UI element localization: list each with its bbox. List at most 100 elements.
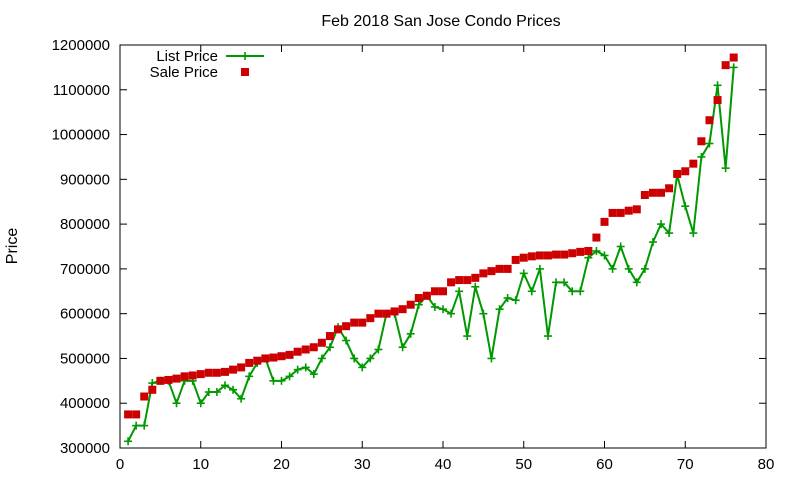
list-price-point [584, 253, 593, 262]
sale-price-point [220, 367, 229, 376]
sale-price-point [382, 309, 391, 318]
list-price-point [487, 354, 496, 363]
list-price-point [140, 421, 149, 430]
list-price-point [277, 376, 286, 385]
list-price-point [568, 287, 577, 296]
sale-price-point [632, 205, 641, 214]
list-price-point [132, 421, 141, 430]
sale-price-point [309, 343, 318, 352]
sale-price-point [180, 372, 189, 381]
sale-price-point [560, 250, 569, 259]
legend-marker [241, 68, 249, 76]
list-price-point [713, 81, 722, 90]
list-price-point [535, 264, 544, 273]
sale-price-point [471, 273, 480, 282]
sale-price-point [705, 116, 714, 125]
list-price-point [430, 302, 439, 311]
list-price-point [309, 370, 318, 379]
list-price-point [366, 354, 375, 363]
sale-price-point [552, 250, 561, 259]
list-price-point [479, 309, 488, 318]
list-price-point [406, 329, 415, 338]
sale-price-point [366, 314, 375, 323]
list-price-point [229, 385, 238, 394]
sale-price-point [608, 208, 617, 217]
list-price-point [681, 202, 690, 211]
sale-price-point [422, 291, 431, 300]
legend-marker [241, 52, 249, 60]
sale-price-point [342, 322, 351, 331]
sale-price-point [253, 356, 262, 365]
sale-price-point [390, 307, 399, 316]
sale-price-series [124, 53, 738, 419]
list-price-point [576, 287, 585, 296]
list-price-point [640, 264, 649, 273]
list-price-point [511, 296, 520, 305]
sale-price-point [479, 269, 488, 278]
list-price-point [172, 399, 181, 408]
sale-price-point [140, 392, 149, 401]
sale-price-point [624, 206, 633, 215]
sale-price-point [584, 246, 593, 255]
sale-price-point [229, 365, 238, 374]
y-tick-label: 300000 [60, 440, 110, 457]
list-price-point [358, 363, 367, 372]
list-price-point [269, 376, 278, 385]
list-price-series [124, 63, 738, 446]
list-price-line [127, 67, 735, 442]
sale-price-point [406, 300, 415, 309]
list-price-point [616, 242, 625, 251]
sale-price-point [334, 325, 343, 334]
list-price-point [543, 332, 552, 341]
sale-price-point [495, 264, 504, 273]
sale-price-point [414, 293, 423, 302]
plot-border [119, 44, 767, 449]
series-layer [124, 53, 738, 446]
list-price-point [455, 287, 464, 296]
list-price-point [447, 309, 456, 318]
list-price-point [608, 264, 617, 273]
list-price-point [212, 388, 221, 397]
y-tick-label: 900000 [60, 171, 110, 188]
plot-frame [119, 44, 767, 449]
sale-price-point [697, 137, 706, 146]
list-price-point [632, 278, 641, 287]
x-tick-label: 60 [596, 456, 613, 473]
list-price-point [350, 354, 359, 363]
sale-price-point [721, 61, 730, 70]
sale-price-point [640, 191, 649, 200]
x-tick-label: 30 [354, 456, 371, 473]
sale-price-point [132, 410, 141, 419]
sale-price-point [269, 353, 278, 362]
x-tick-label: 40 [435, 456, 452, 473]
list-price-point [665, 229, 674, 238]
sale-price-point [543, 251, 552, 260]
sale-price-point [487, 267, 496, 276]
sale-price-point [237, 363, 246, 372]
y-axis: 300000 400000 500000 600000 700000 800000 9000… [52, 37, 766, 457]
list-price-point [325, 343, 334, 352]
list-price-point [220, 381, 229, 390]
sale-price-point [164, 375, 173, 384]
sale-price-point [430, 287, 439, 296]
x-tick-label: 50 [515, 456, 532, 473]
list-price-point [519, 269, 528, 278]
y-tick-label: 600000 [60, 306, 110, 323]
sale-price-point [648, 188, 657, 197]
list-price-point [204, 388, 213, 397]
sale-price-point [713, 96, 722, 105]
list-price-point [721, 164, 730, 173]
x-tick-label: 10 [192, 456, 209, 473]
sale-price-point [398, 305, 407, 314]
list-price-point [148, 379, 157, 388]
sale-price-point [519, 253, 528, 262]
list-price-point [705, 139, 714, 148]
sale-price-point [293, 347, 302, 356]
y-tick-label: 400000 [60, 395, 110, 412]
list-price-point [689, 229, 698, 238]
sale-price-point [576, 247, 585, 256]
sale-price-point [592, 233, 601, 242]
sale-price-point [172, 374, 181, 383]
